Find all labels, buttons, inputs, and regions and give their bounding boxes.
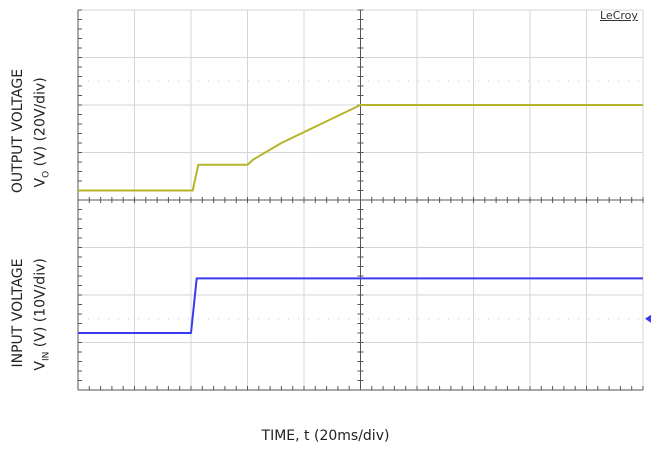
top-axis-label-2: VO (V) (20V/div): [33, 52, 52, 212]
bottom-axis-units: (V) (10V/div): [32, 258, 49, 352]
top-axis-units: (V) (20V/div): [32, 77, 49, 171]
x-axis-label: TIME, t (20ms/div): [261, 428, 390, 444]
bottom-axis-symbol: V: [32, 361, 49, 371]
top-axis-symbol: V: [32, 177, 49, 188]
input-voltage-trace: [78, 277, 643, 334]
trigger-level-marker: [645, 314, 651, 323]
top-axis-label: OUTPUT VOLTAGE: [10, 51, 26, 211]
output-voltage-trace: [78, 104, 643, 192]
top-axis-subscript: O: [41, 170, 52, 178]
bottom-axis-label: INPUT VOLTAGE: [10, 233, 26, 393]
bottom-axis-label-2: VIN (V) (10V/div): [33, 234, 52, 394]
bottom-axis-label-line1: INPUT VOLTAGE: [10, 258, 26, 368]
brand-logo-text: LeCroy: [600, 9, 638, 22]
top-axis-label-line1: OUTPUT VOLTAGE: [10, 68, 26, 194]
bottom-axis-subscript: IN: [41, 351, 52, 362]
